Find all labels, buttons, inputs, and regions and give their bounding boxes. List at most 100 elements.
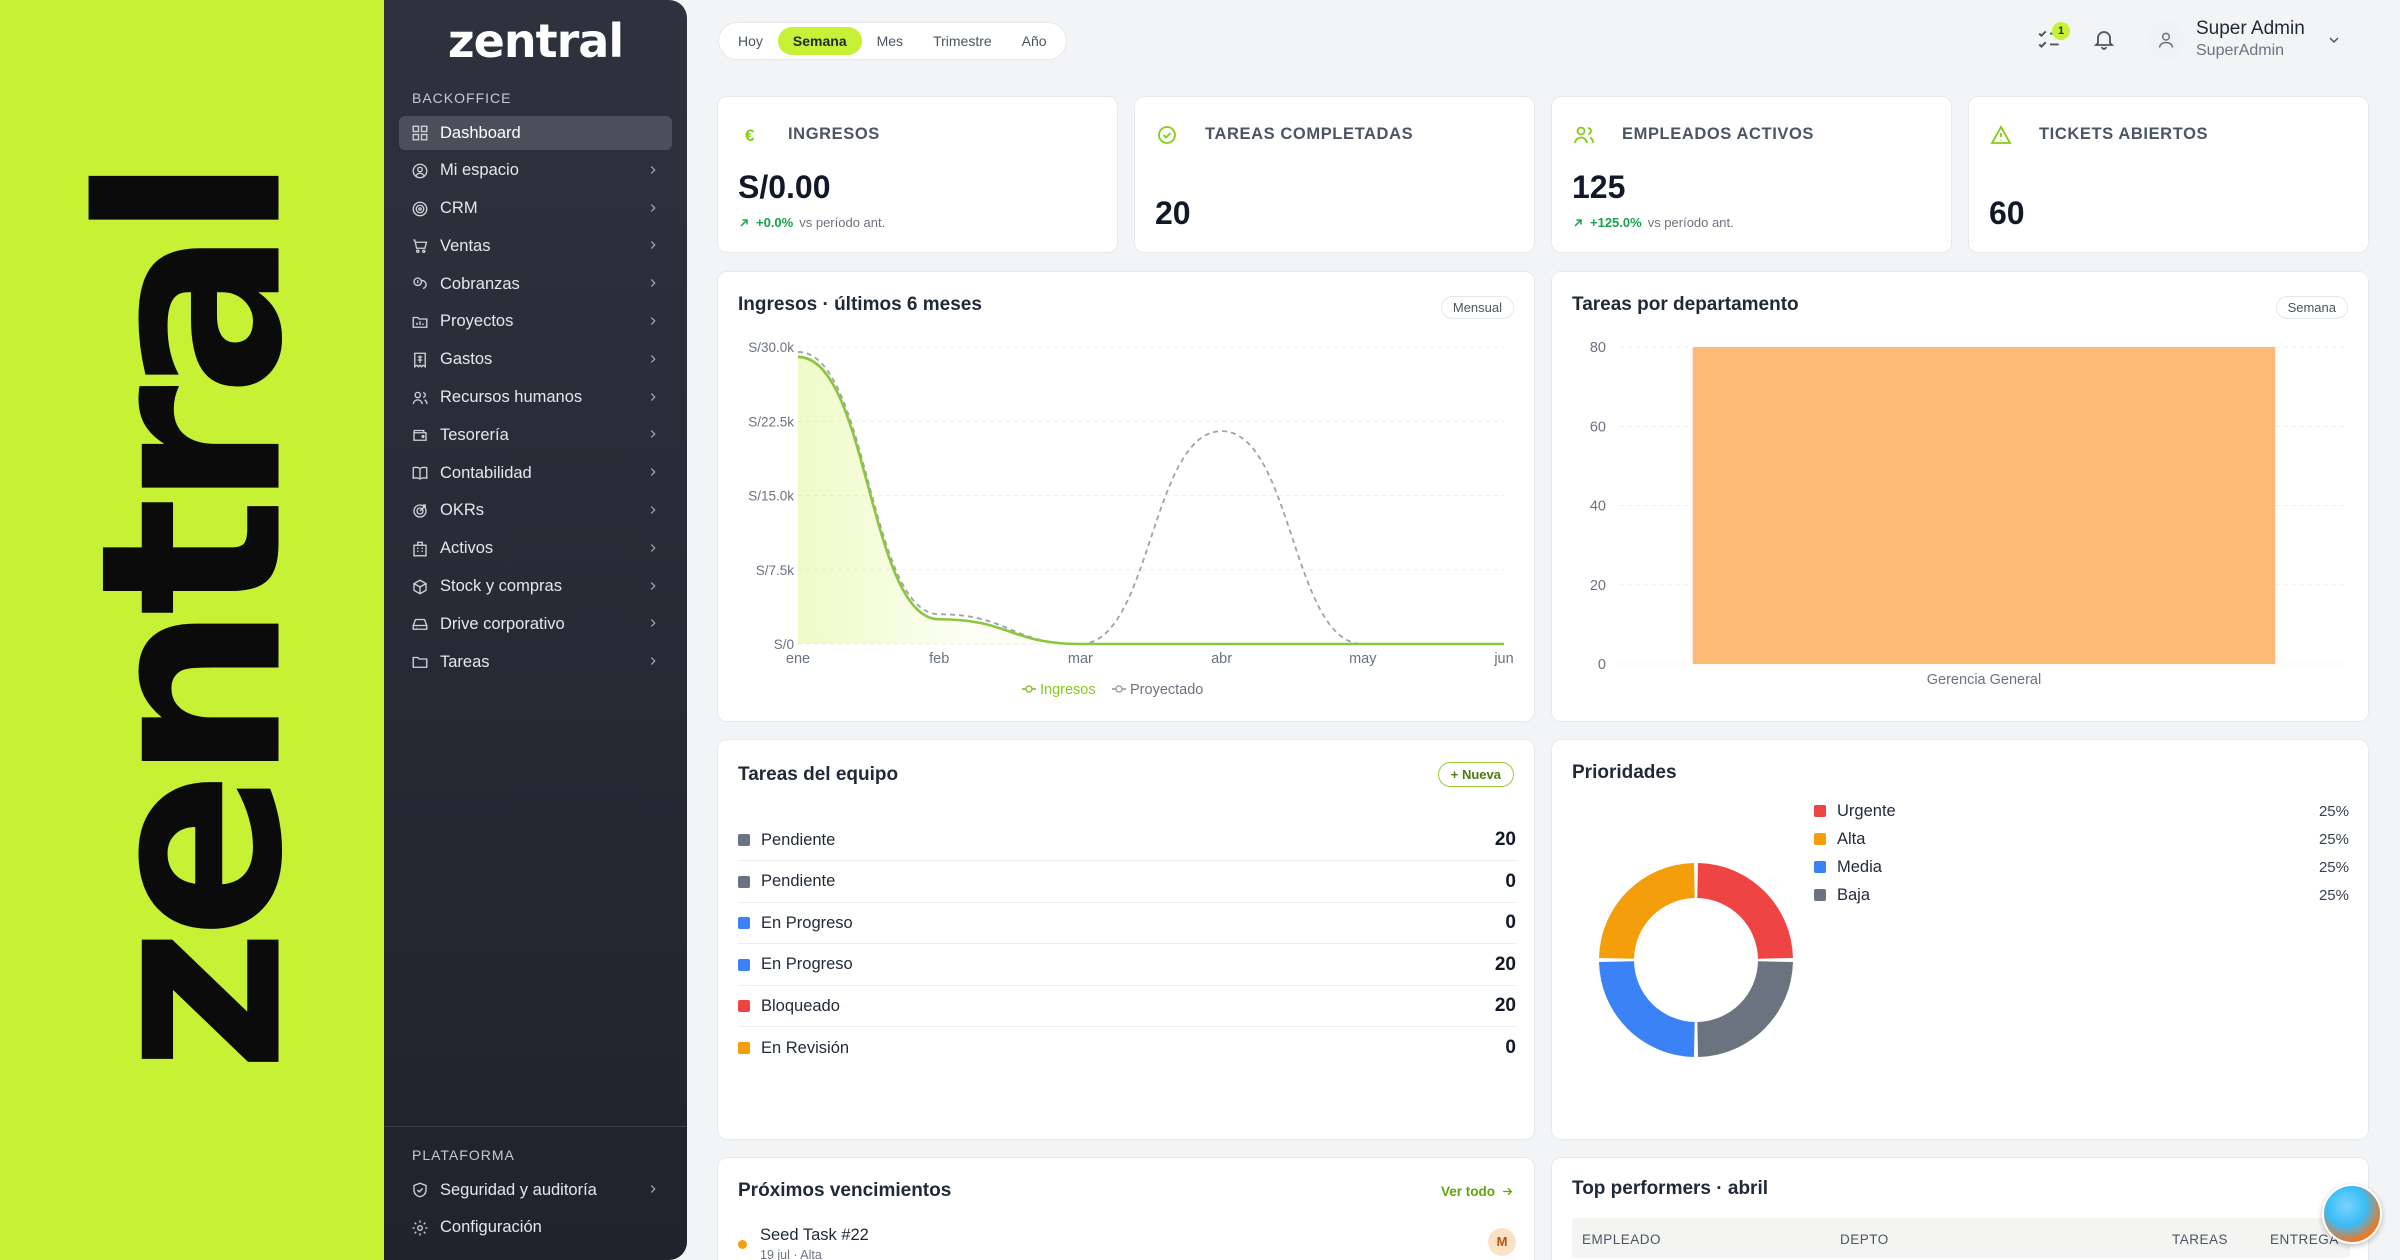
period-tab[interactable]: Semana [777, 27, 862, 55]
task-status-label: En Revisión [761, 1038, 850, 1057]
svg-text:€: € [745, 126, 755, 145]
task-status-row[interactable]: En Revisión 0 [738, 1028, 1516, 1069]
gear-icon [410, 1218, 430, 1238]
status-color-swatch [738, 1000, 750, 1012]
revenue-chart-title: Ingresos · últimos 6 meses [738, 294, 982, 315]
task-status-row[interactable]: Pendiente 0 [738, 862, 1516, 903]
platform-list: Seguridad y auditoría Configuración [384, 1173, 687, 1245]
chevron-right-icon [646, 1182, 660, 1201]
task-status-row[interactable]: En Progreso 20 [738, 945, 1516, 986]
kpi-card-empleados: EMPLEADOS ACTIVOS 125 +125.0% vs período… [1551, 96, 1952, 253]
priority-legend-row: Alta 25% [1814, 828, 2349, 850]
see-all-link[interactable]: Ver todo [1441, 1184, 1514, 1199]
priority-label: Alta [1837, 829, 1866, 848]
users-icon [1572, 123, 1596, 147]
priority-label: Media [1837, 857, 1882, 876]
sidebar-item-label: Tesorería [440, 425, 509, 444]
kpi-title: TAREAS COMPLETADAS [1205, 125, 1414, 143]
column-header-depto[interactable]: DEPTO [1840, 1232, 1889, 1247]
priority-dot [738, 1240, 747, 1249]
task-status-count: 20 [1494, 995, 1516, 1016]
kpi-title: EMPLEADOS ACTIVOS [1622, 125, 1815, 143]
kpi-delta-note: vs período ant. [1647, 215, 1734, 230]
sidebar-item-okrs[interactable]: OKRs [399, 494, 672, 528]
column-header-empleado[interactable]: EMPLEADO [1582, 1232, 1662, 1247]
sidebar-item-cobranzas[interactable]: Cobranzas [399, 267, 672, 301]
sidebar-item-drive-corporativo[interactable]: Drive corporativo [399, 607, 672, 641]
check-circle-icon [1155, 123, 1179, 147]
y-tick-label: 60 [1590, 419, 1606, 435]
donut-slice-urgente[interactable] [1697, 863, 1793, 959]
task-status-row[interactable]: Bloqueado 20 [738, 986, 1516, 1027]
sidebar-item-stock-y-compras[interactable]: Stock y compras [399, 570, 672, 604]
bar[interactable] [1692, 347, 2276, 664]
dept-period-pill[interactable]: Semana [2275, 296, 2348, 319]
kpi-value: 20 [1155, 195, 1191, 231]
period-tab[interactable]: Año [1021, 33, 1047, 49]
task-status-label: En Progreso [761, 913, 853, 932]
legend-label[interactable]: Proyectado [1130, 682, 1203, 698]
sidebar-item-label: Stock y compras [440, 577, 562, 596]
chevron-right-icon [646, 465, 660, 484]
user-circle-icon [410, 161, 430, 181]
upcoming-item[interactable]: Seed Task #22 19 jul · Alta M [738, 1224, 1516, 1260]
legend-label[interactable]: Ingresos [1040, 682, 1096, 698]
sidebar-item-tareas[interactable]: Tareas [399, 645, 672, 679]
chevron-right-icon [646, 427, 660, 446]
tasks-checklist-icon[interactable]: 1 [2036, 22, 2070, 57]
upcoming-item-meta: 19 jul · Alta [760, 1248, 822, 1260]
chevron-right-icon [646, 579, 660, 598]
sidebar-item-crm[interactable]: CRM [399, 192, 672, 226]
sidebar-item-mi-espacio[interactable]: Mi espacio [399, 154, 672, 188]
kpi-title: INGRESOS [788, 125, 880, 143]
sidebar-item-ventas[interactable]: Ventas [399, 229, 672, 263]
sidebar-item-label: Drive corporativo [440, 614, 565, 633]
chevron-right-icon [646, 276, 660, 295]
period-tab[interactable]: Hoy [738, 33, 763, 49]
task-status-count: 0 [1505, 870, 1516, 892]
task-status-row[interactable]: Pendiente 20 [738, 820, 1516, 861]
task-status-row[interactable]: En Progreso 0 [738, 903, 1516, 944]
x-tick-label: abr [1211, 651, 1232, 667]
priorities-donut-chart [1599, 863, 1793, 1057]
bell-icon[interactable] [2092, 27, 2116, 56]
sidebar-item-tesorería[interactable]: Tesorería [399, 418, 672, 452]
kpi-value: S/0.00 [738, 169, 831, 205]
legend-marker [1025, 685, 1033, 693]
assistant-fab-button[interactable] [2322, 1184, 2382, 1244]
sidebar-item-seguridad-y-auditoría[interactable]: Seguridad y auditoría [399, 1173, 672, 1207]
y-tick-label: S/15.0k [748, 489, 794, 504]
sidebar-item-contabilidad[interactable]: Contabilidad [399, 456, 672, 490]
status-color-swatch [738, 1042, 750, 1054]
sidebar-logo[interactable]: zentral [447, 14, 624, 68]
folder-chart-icon [410, 312, 430, 332]
sidebar-item-dashboard[interactable]: Dashboard [399, 116, 672, 150]
column-header-entrega[interactable]: ENTREGA [2270, 1232, 2339, 1247]
revenue-period-pill[interactable]: Mensual [1440, 296, 1514, 319]
sidebar-item-proyectos[interactable]: Proyectos [399, 305, 672, 339]
user-menu-chevron-down-icon[interactable] [2326, 32, 2342, 53]
priorities-card: Prioridades Urgente 25% Alta 25% Media 25% Baj… [1551, 739, 2369, 1140]
sidebar-item-gastos[interactable]: Gastos [399, 343, 672, 377]
dashboard-icon [410, 123, 430, 143]
chevron-right-icon [646, 352, 660, 371]
column-header-tareas[interactable]: TAREAS [2172, 1232, 2229, 1247]
donut-slice-alta[interactable] [1599, 863, 1695, 959]
new-task-button[interactable]: + Nueva [1437, 762, 1514, 787]
sidebar-item-configuración[interactable]: Configuración [399, 1211, 672, 1245]
kpi-card-tickets: TICKETS ABIERTOS 60 [1968, 96, 2369, 253]
period-tab[interactable]: Trimestre [933, 33, 992, 49]
brand-strip: zentral [0, 0, 384, 1260]
user-name[interactable]: Super Admin [2196, 18, 2305, 39]
user-avatar[interactable] [2147, 21, 2185, 59]
chevron-right-icon [646, 541, 660, 560]
users-icon [410, 388, 430, 408]
team-tasks-title: Tareas del equipo [738, 764, 899, 785]
chevron-right-icon [646, 616, 660, 635]
donut-slice-baja[interactable] [1697, 961, 1793, 1057]
donut-slice-media[interactable] [1599, 961, 1695, 1057]
sidebar-item-recursos-humanos[interactable]: Recursos humanos [399, 381, 672, 415]
sidebar-item-activos[interactable]: Activos [399, 532, 672, 566]
sidebar-item-label: Seguridad y auditoría [440, 1180, 597, 1199]
period-tab[interactable]: Mes [876, 33, 904, 49]
